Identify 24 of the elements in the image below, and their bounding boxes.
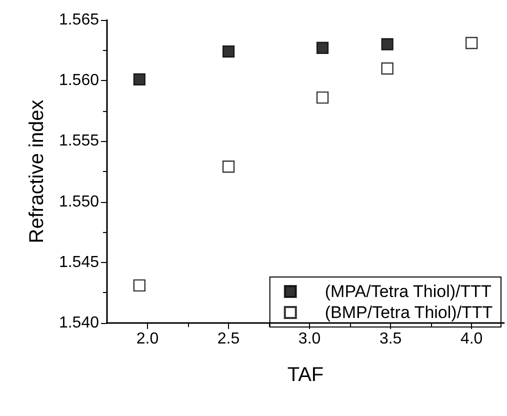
legend-label: (BMP/Tetra Thiol)/TTT xyxy=(324,303,493,322)
y-tick-label: 1.565 xyxy=(58,12,100,28)
point xyxy=(222,160,235,173)
y-tick-label: 1.550 xyxy=(58,193,100,210)
y-tick-label: 1.560 xyxy=(58,72,100,90)
y-tick-label: 1.540 xyxy=(58,314,100,332)
x-tick-label: 3.5 xyxy=(379,330,402,348)
x-axis-title: TAF xyxy=(287,364,324,386)
point xyxy=(381,38,394,50)
legend-label: (MPA/Tetra Thiol)/TTT xyxy=(324,282,492,301)
point xyxy=(316,91,329,104)
y-axis-title: Refractive index xyxy=(26,100,48,244)
x-tick-label: 3.0 xyxy=(298,330,321,348)
point xyxy=(465,36,478,50)
point xyxy=(316,42,329,54)
point xyxy=(133,279,146,292)
x-tick-label: 2.0 xyxy=(136,330,159,348)
y-tick-label: 1.545 xyxy=(58,254,100,271)
point xyxy=(133,73,146,86)
point xyxy=(381,62,394,75)
y-tick-label: 1.555 xyxy=(58,132,100,150)
x-tick-label: 2.5 xyxy=(217,330,240,348)
point xyxy=(222,45,235,58)
x-tick-label: 4.0 xyxy=(460,330,483,348)
